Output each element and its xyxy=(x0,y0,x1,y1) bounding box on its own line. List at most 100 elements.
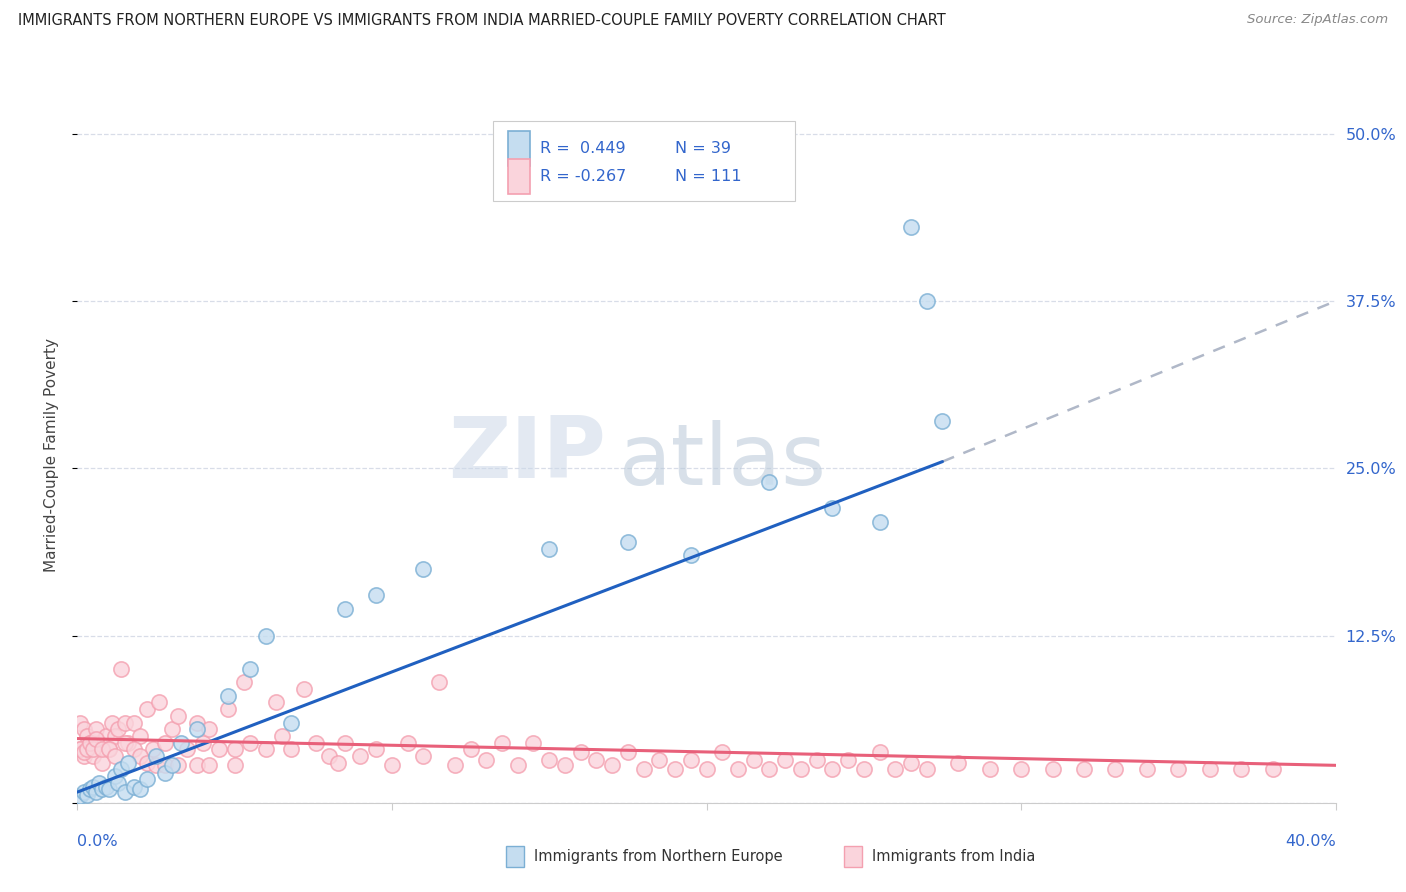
Point xyxy=(790,762,813,776)
Point xyxy=(396,735,419,749)
Point xyxy=(869,515,891,529)
Point xyxy=(711,745,734,759)
Point xyxy=(129,729,152,743)
Point xyxy=(758,475,780,489)
Point xyxy=(142,742,165,756)
Point xyxy=(104,749,127,764)
Point xyxy=(104,729,127,743)
Point xyxy=(600,758,623,772)
Point xyxy=(506,758,529,772)
Point xyxy=(1230,762,1253,776)
Point xyxy=(91,756,114,770)
Point xyxy=(167,708,190,723)
Point xyxy=(84,731,107,746)
Point xyxy=(145,749,167,764)
Point xyxy=(191,735,215,749)
Point xyxy=(224,742,246,756)
Point xyxy=(224,758,246,772)
Point xyxy=(94,729,117,743)
Point xyxy=(696,762,718,776)
Point xyxy=(305,735,328,749)
Point xyxy=(122,780,145,794)
Point xyxy=(72,785,94,799)
Point xyxy=(837,753,859,767)
Point xyxy=(538,753,561,767)
Point xyxy=(135,702,157,716)
Point xyxy=(366,742,388,756)
Point xyxy=(333,602,356,616)
Point xyxy=(167,758,190,772)
Point xyxy=(270,729,292,743)
Point xyxy=(114,735,136,749)
Point xyxy=(84,785,107,799)
Point xyxy=(91,742,114,756)
Point xyxy=(72,749,94,764)
Point xyxy=(82,742,104,756)
Point xyxy=(948,756,970,770)
Point xyxy=(679,548,702,563)
Point xyxy=(76,788,98,802)
Point xyxy=(821,762,844,776)
Text: IMMIGRANTS FROM NORTHERN EUROPE VS IMMIGRANTS FROM INDIA MARRIED-COUPLE FAMILY P: IMMIGRANTS FROM NORTHERN EUROPE VS IMMIG… xyxy=(18,13,946,29)
Point xyxy=(254,628,277,642)
Point xyxy=(522,735,544,749)
Point xyxy=(107,723,129,737)
Point xyxy=(117,756,139,770)
Point xyxy=(1199,762,1222,776)
Point xyxy=(1010,762,1032,776)
Point xyxy=(110,762,132,776)
Point xyxy=(89,775,111,790)
Point xyxy=(198,758,221,772)
Point xyxy=(122,742,145,756)
Point xyxy=(155,758,177,772)
Point xyxy=(884,762,907,776)
Point xyxy=(931,415,953,429)
Point xyxy=(69,789,91,803)
Point xyxy=(852,762,875,776)
Point xyxy=(69,742,91,756)
Point xyxy=(122,715,145,730)
Point xyxy=(186,758,208,772)
Point xyxy=(91,782,114,797)
Point xyxy=(198,723,221,737)
Point xyxy=(381,758,404,772)
Text: 40.0%: 40.0% xyxy=(1285,834,1336,849)
Point xyxy=(155,766,177,780)
Point xyxy=(821,501,844,516)
Point xyxy=(217,689,239,703)
Point xyxy=(129,749,152,764)
Point xyxy=(1136,762,1159,776)
Point xyxy=(664,762,686,776)
Point xyxy=(349,749,371,764)
Point xyxy=(1104,762,1126,776)
Point xyxy=(239,735,262,749)
Point xyxy=(915,762,938,776)
Point xyxy=(742,753,765,767)
Point xyxy=(160,723,183,737)
Text: R =  0.449: R = 0.449 xyxy=(540,141,626,156)
Point xyxy=(76,742,98,756)
Point xyxy=(176,742,198,756)
Text: Source: ZipAtlas.com: Source: ZipAtlas.com xyxy=(1247,13,1388,27)
Point xyxy=(366,589,388,603)
Point xyxy=(76,729,98,743)
Point xyxy=(727,762,749,776)
Point xyxy=(97,742,120,756)
Point xyxy=(412,562,434,576)
Point xyxy=(79,735,101,749)
Point xyxy=(160,758,183,772)
Point xyxy=(1042,762,1064,776)
Point xyxy=(758,762,780,776)
Point xyxy=(101,715,124,730)
Point xyxy=(806,753,828,767)
Point xyxy=(900,220,922,235)
Point xyxy=(145,758,167,772)
Point xyxy=(1167,762,1189,776)
Point xyxy=(538,541,561,556)
Point xyxy=(69,742,91,756)
Point xyxy=(148,696,170,710)
Point xyxy=(129,782,152,797)
Point xyxy=(280,742,302,756)
Text: R = -0.267: R = -0.267 xyxy=(540,169,627,184)
Point xyxy=(869,745,891,759)
